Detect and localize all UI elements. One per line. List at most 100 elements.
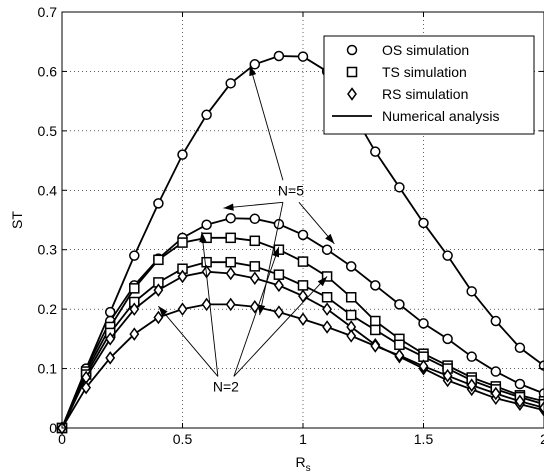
data-point-circle — [225, 212, 236, 224]
data-point-circle — [297, 229, 309, 241]
x-tick-label: 0.5 — [173, 431, 193, 447]
x-tick-label: 1.5 — [414, 431, 434, 447]
data-point-circle — [249, 59, 261, 70]
data-point-square — [297, 280, 309, 291]
data-point-square — [394, 339, 405, 351]
data-point-diamond — [81, 380, 92, 395]
data-point-square — [345, 292, 357, 303]
series-diamond-N2 — [57, 297, 544, 435]
data-point-diamond — [153, 310, 164, 325]
annotation-arrow — [233, 276, 328, 377]
data-point-square — [177, 237, 188, 248]
arrow-shaft — [249, 65, 284, 181]
data-point-circle — [129, 250, 140, 261]
data-point-circle — [442, 250, 453, 261]
annotation-arrow — [199, 231, 219, 377]
legend-entry: TS simulation — [346, 64, 467, 80]
arrow-head — [158, 306, 168, 317]
y-tick-label: 0.2 — [38, 301, 58, 317]
data-point-circle — [201, 109, 212, 121]
data-point-square — [370, 315, 381, 327]
y-tick-label: 0.6 — [38, 63, 58, 79]
data-point-circle — [225, 78, 236, 89]
data-point-diamond — [177, 269, 188, 284]
data-point-square — [345, 309, 357, 321]
data-point-circle — [345, 261, 357, 272]
arrow-shaft — [201, 231, 219, 377]
data-point-circle — [297, 51, 309, 62]
annotation-arrow — [223, 201, 283, 211]
x-axis-title-subscript: s — [306, 463, 311, 472]
data-point-diamond — [225, 297, 236, 312]
data-point-circle — [418, 217, 429, 229]
data-point-diamond — [129, 302, 140, 316]
data-point-diamond — [273, 305, 284, 319]
data-point-circle — [370, 280, 381, 291]
data-point-circle — [153, 198, 164, 209]
axis-ticks: 0 0.5 1 1.5 2 0 0.1 0.2 0.3 0.4 0.5 0.6 0.7 — [38, 4, 544, 447]
arrow-head — [272, 246, 280, 258]
data-point-circle — [177, 149, 188, 160]
data-point-square — [153, 254, 164, 266]
data-point-diamond — [346, 329, 357, 343]
y-tick-label: 0.4 — [38, 182, 58, 198]
arrow-head — [223, 203, 234, 211]
data-point-diamond — [370, 339, 381, 353]
data-point-circle — [490, 315, 502, 327]
arrow-head — [249, 65, 257, 77]
data-point-circle — [321, 244, 333, 255]
arrow-head — [325, 233, 335, 244]
annotation-label: N=2 — [213, 378, 239, 394]
legend-label: RS simulation — [382, 86, 468, 102]
annotation-arrow — [249, 65, 284, 181]
data-point-circle — [201, 219, 212, 231]
data-point-circle — [538, 388, 544, 399]
arrow-shaft — [233, 246, 280, 377]
data-point-diamond — [322, 320, 333, 334]
data-point-diamond — [418, 359, 429, 373]
legend-entry: OS simulation — [346, 42, 469, 58]
annotation-arrow — [298, 201, 335, 245]
annotations: N=5 N=2 — [158, 65, 335, 394]
y-tick-label: 0.3 — [38, 242, 58, 258]
data-point-square — [225, 256, 236, 268]
y-axis-title: ST — [9, 211, 25, 229]
data-point-diamond — [466, 378, 477, 392]
data-point-square — [273, 269, 285, 280]
data-point-diamond — [490, 386, 501, 401]
data-point-diamond — [129, 327, 140, 341]
y-tick-label: 0.5 — [38, 123, 58, 139]
legend-label: Numerical analysis — [382, 108, 499, 124]
annotation-arrow — [158, 305, 219, 377]
data-point-circle — [442, 333, 453, 345]
data-point-diamond — [347, 87, 357, 101]
data-point-circle — [273, 50, 285, 62]
data-point-square — [346, 66, 358, 78]
arrow-shaft — [259, 202, 284, 316]
annotation-label: N=5 — [278, 182, 304, 198]
data-point-circle — [370, 146, 381, 157]
arrow-shaft — [158, 305, 219, 377]
data-point-square — [249, 235, 261, 247]
x-axis-title: Rs — [295, 454, 310, 472]
data-point-square — [321, 292, 333, 303]
data-point-square — [225, 232, 236, 244]
data-point-diamond — [153, 283, 164, 297]
data-point-diamond — [105, 332, 116, 346]
arrow-shaft — [233, 276, 328, 377]
legend-box — [323, 35, 535, 135]
data-point-circle — [394, 182, 405, 193]
data-point-diamond — [514, 394, 525, 409]
data-point-diamond — [105, 351, 116, 365]
annotation-arrow — [258, 202, 284, 316]
x-tick-label: 1 — [299, 431, 307, 447]
data-point-diamond — [298, 289, 308, 303]
x-tick-label: 2 — [540, 431, 544, 447]
annotation-arrow — [233, 246, 280, 377]
data-point-circle — [418, 318, 429, 329]
arrow-head — [199, 231, 207, 243]
data-point-diamond — [442, 368, 453, 383]
legend-entry: RS simulation — [347, 86, 468, 102]
data-point-circle — [514, 342, 526, 354]
